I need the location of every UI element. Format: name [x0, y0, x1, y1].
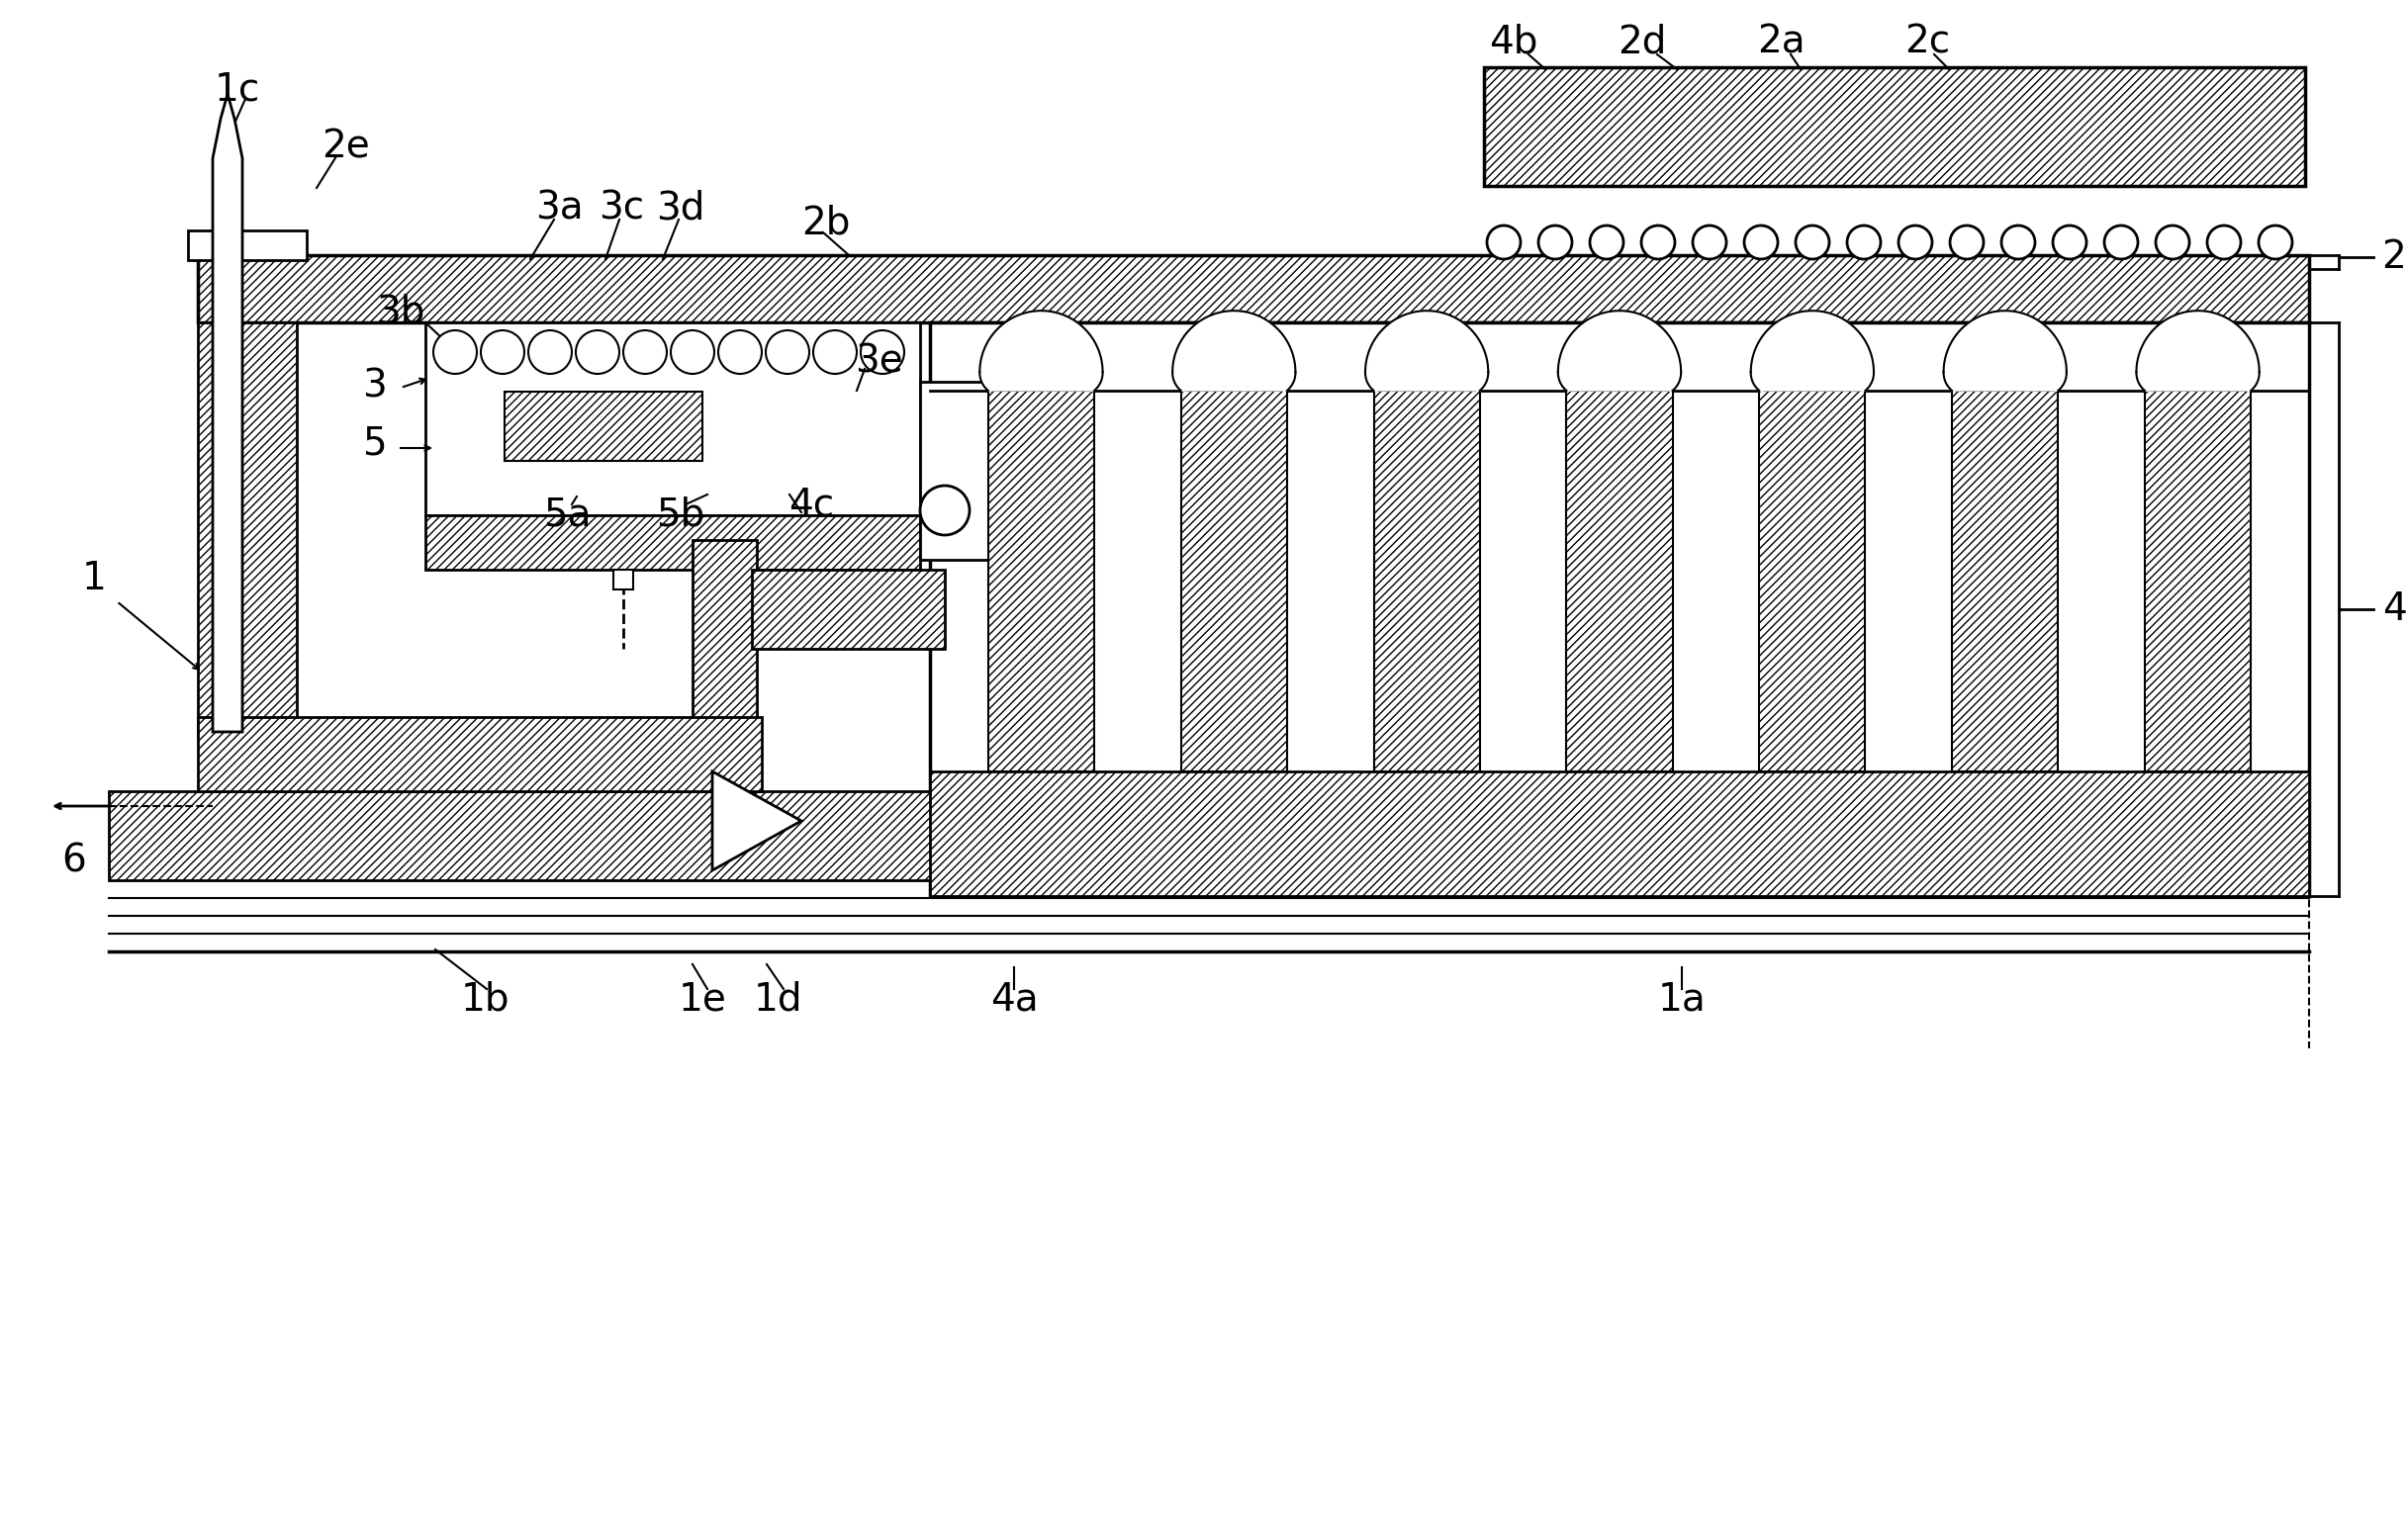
Polygon shape: [1558, 311, 1681, 391]
Circle shape: [2001, 225, 2035, 259]
Bar: [987, 391, 1093, 772]
Bar: [1760, 391, 1866, 772]
Bar: [751, 570, 944, 648]
Text: 2a: 2a: [1758, 23, 1806, 60]
Bar: [1953, 391, 2059, 772]
Text: 1a: 1a: [1657, 980, 1705, 1017]
Polygon shape: [1365, 311, 1488, 391]
Text: 1e: 1e: [679, 980, 727, 1017]
Bar: [1568, 391, 1674, 772]
Circle shape: [433, 331, 477, 374]
Bar: [506, 392, 703, 461]
Bar: [1180, 391, 1286, 772]
Bar: [1373, 391, 1481, 772]
Bar: [920, 381, 1014, 559]
Text: 2b: 2b: [802, 204, 850, 242]
Circle shape: [1796, 225, 1830, 259]
Text: 5a: 5a: [542, 495, 590, 533]
Bar: [197, 256, 2309, 322]
Circle shape: [2105, 225, 2138, 259]
Circle shape: [2259, 225, 2292, 259]
Bar: [614, 570, 633, 590]
Text: 5b: 5b: [657, 495, 706, 533]
Circle shape: [2155, 225, 2189, 259]
Polygon shape: [212, 93, 243, 732]
Circle shape: [527, 331, 571, 374]
Circle shape: [766, 331, 809, 374]
Text: 3d: 3d: [657, 188, 706, 227]
Polygon shape: [1173, 311, 1296, 391]
Circle shape: [1642, 225, 1676, 259]
Circle shape: [624, 331, 667, 374]
Text: 2c: 2c: [1905, 23, 1950, 60]
Circle shape: [1693, 225, 1727, 259]
Bar: [197, 717, 761, 791]
Circle shape: [482, 331, 525, 374]
Circle shape: [576, 331, 619, 374]
Circle shape: [718, 331, 761, 374]
Bar: [188, 230, 306, 260]
Text: 4b: 4b: [1488, 23, 1539, 60]
Circle shape: [1488, 225, 1519, 259]
Text: 1b: 1b: [460, 980, 508, 1017]
Text: 3e: 3e: [855, 342, 903, 380]
Text: 1: 1: [82, 559, 106, 597]
Text: 3a: 3a: [535, 188, 583, 227]
Text: 1d: 1d: [754, 980, 802, 1017]
Polygon shape: [1751, 311, 1873, 391]
Bar: [426, 515, 920, 570]
Polygon shape: [980, 311, 1103, 391]
Text: 4c: 4c: [787, 486, 833, 524]
Text: 2d: 2d: [1618, 23, 1666, 60]
Text: 3c: 3c: [600, 188, 643, 227]
Bar: [197, 322, 296, 738]
Circle shape: [920, 486, 970, 535]
Circle shape: [672, 331, 715, 374]
Bar: [929, 772, 2309, 896]
Text: 4a: 4a: [990, 980, 1038, 1017]
Polygon shape: [713, 772, 802, 870]
Circle shape: [860, 331, 905, 374]
Bar: [108, 791, 2309, 881]
Circle shape: [1898, 225, 1931, 259]
Circle shape: [2208, 225, 2242, 259]
Text: 2: 2: [2382, 239, 2406, 276]
Text: 1c: 1c: [214, 70, 260, 107]
Bar: [929, 322, 2309, 896]
Text: 4: 4: [2382, 590, 2406, 628]
Circle shape: [814, 331, 857, 374]
Circle shape: [1950, 225, 1984, 259]
Bar: [694, 539, 756, 787]
Polygon shape: [1943, 311, 2066, 391]
Circle shape: [1743, 225, 1777, 259]
Text: 3: 3: [361, 368, 385, 404]
Text: 5: 5: [361, 424, 385, 461]
Circle shape: [1847, 225, 1881, 259]
Circle shape: [2054, 225, 2085, 259]
Circle shape: [1589, 225, 1623, 259]
Polygon shape: [2136, 311, 2259, 391]
Bar: [426, 322, 920, 515]
Text: 2e: 2e: [323, 127, 371, 165]
Bar: [1483, 67, 2304, 185]
Text: 6: 6: [63, 841, 87, 879]
Circle shape: [1539, 225, 1572, 259]
Text: 3b: 3b: [376, 293, 426, 331]
Bar: [2146, 391, 2251, 772]
